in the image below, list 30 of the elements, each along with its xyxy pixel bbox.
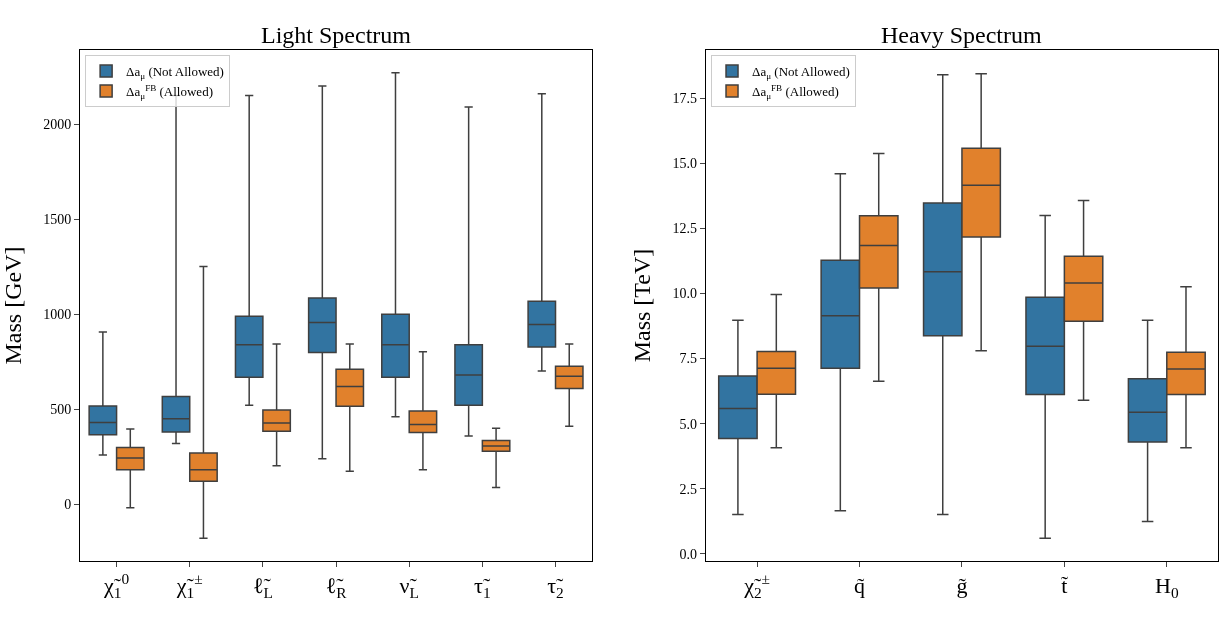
y-tick-label: 7.5 <box>679 351 698 367</box>
x-tick-label: ℓ̃$_{R}$ <box>325 573 348 602</box>
y-tick-label: 0 <box>64 496 72 512</box>
y-tick-label: 1000 <box>43 306 72 322</box>
y-axis-title: Mass [GeV] <box>0 246 26 365</box>
x-tick-label: g̃ <box>956 573 968 599</box>
legend-label: Δa$_{μ}$ (Not Allowed) <box>752 64 850 81</box>
y-tick-label: 10.0 <box>672 286 698 302</box>
y-tick-label: 0.0 <box>679 546 698 562</box>
y-tick-label: 17.5 <box>672 91 698 107</box>
x-tick-label: τ̃$_{1}$ <box>474 573 491 602</box>
x-tick-label: H$_{0}$ <box>1154 573 1179 602</box>
legend-label: Δa$_{μ}$$^{FB}$ (Allowed) <box>752 82 839 101</box>
x-tick-label: q̃ <box>854 573 866 599</box>
y-tick-label: 2000 <box>43 116 72 132</box>
y-axis-title: Mass [TeV] <box>628 248 655 363</box>
x-tick-label: τ̃$_{2}$ <box>547 573 565 602</box>
y-tick-label: 5.0 <box>679 416 698 432</box>
y-tick-label: 500 <box>50 401 72 417</box>
y-tick-label: 1500 <box>43 211 72 227</box>
x-tick-label: t̃ <box>1060 573 1069 599</box>
chart-title: Heavy Spectrum <box>881 22 1042 48</box>
y-tick-label: 2.5 <box>679 481 698 497</box>
x-tick-label: ℓ̃$_{L}$ <box>252 573 273 602</box>
chart-title: Light Spectrum <box>261 22 412 48</box>
legend-label: Δa$_{μ}$ (Not Allowed) <box>126 64 224 81</box>
y-tick-label: 12.5 <box>672 221 698 237</box>
x-tick-label: ν̃$_{L}$ <box>399 573 419 602</box>
legend-label: Δa$_{μ}$$^{FB}$ (Allowed) <box>126 82 213 101</box>
y-tick-label: 15.0 <box>672 156 698 172</box>
